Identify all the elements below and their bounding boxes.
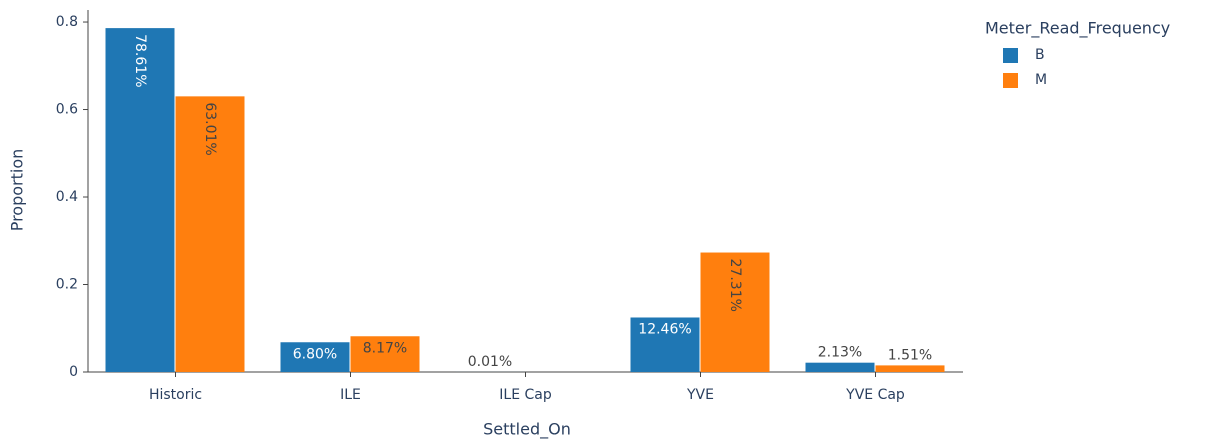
y-tick-label: 0.8 [56,14,78,30]
legend-swatch [1003,48,1018,63]
value-label: 8.17% [363,340,407,356]
bar [805,362,875,372]
value-label: 12.46% [638,321,691,337]
value-label: 78.61% [132,34,148,87]
legend-label: B [1035,47,1045,63]
x-tick-label: YVE Cap [845,387,905,403]
value-label: 27.31% [727,259,743,312]
value-label: 2.13% [818,345,862,361]
legend-swatch [1003,73,1018,88]
y-tick-label: 0.4 [56,189,78,205]
bar [875,365,945,372]
value-label: 6.80% [293,346,337,362]
x-tick-label: Historic [149,387,202,403]
x-axis-title: Settled_On [483,420,571,440]
bar [175,96,245,372]
value-label: 0.01% [468,354,512,370]
y-tick-label: 0 [69,364,78,380]
bar [280,342,350,372]
bar [105,28,175,373]
y-tick-label: 0.6 [56,102,78,118]
bar [630,317,700,372]
bar [350,336,420,372]
x-tick-label: YVE [686,387,714,403]
y-axis-title: Proportion [8,149,27,232]
legend-label: M [1035,72,1047,88]
bar [700,252,770,372]
value-label: 1.51% [888,347,932,363]
x-tick-label: ILE Cap [499,387,552,403]
y-tick-label: 0.2 [56,277,78,293]
value-label: 63.01% [202,102,218,155]
x-tick-label: ILE [340,387,361,403]
legend-title: Meter_Read_Frequency [985,19,1170,39]
